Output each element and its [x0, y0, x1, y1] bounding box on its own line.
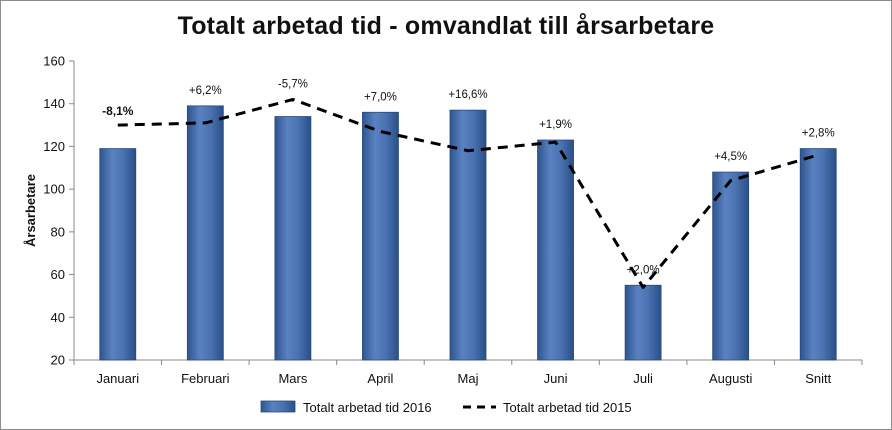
bar-juni	[537, 139, 574, 361]
bar-februari	[186, 105, 224, 361]
data-label: +4,5%	[714, 151, 747, 163]
data-label: +1,9%	[539, 119, 572, 131]
x-category-label: Maj	[458, 371, 479, 386]
y-tick-label: 160	[43, 54, 65, 69]
y-tick-label: 80	[51, 224, 65, 239]
data-label: +2,0%	[627, 264, 660, 276]
x-category-label: Juni	[544, 371, 568, 386]
x-category-label: Snitt	[805, 371, 831, 386]
data-label: +6,2%	[189, 85, 222, 97]
data-label: -8,1%	[102, 104, 134, 118]
y-axis-title: Årsarbetare	[23, 174, 38, 247]
x-category-label: April	[367, 371, 393, 386]
x-category-label: Mars	[278, 371, 307, 386]
y-tick-label: 20	[51, 353, 65, 368]
x-category-label: Augusti	[709, 371, 752, 386]
x-category-label: Juli	[633, 371, 653, 386]
legend-label-line: Totalt arbetad tid 2015	[503, 400, 632, 415]
data-label: -5,7%	[278, 78, 308, 90]
bar-januari	[99, 148, 137, 361]
bar-augusti	[712, 171, 750, 361]
bar-mars	[274, 116, 312, 361]
bar-april	[362, 111, 399, 361]
y-tick-label: 40	[51, 310, 65, 325]
legend-label-bar: Totalt arbetad tid 2016	[303, 400, 432, 415]
x-category-label: Februari	[181, 371, 230, 386]
y-tick-label: 120	[43, 139, 65, 154]
bar-snitt	[799, 148, 837, 361]
data-label: +2,8%	[802, 128, 835, 140]
legend-swatch-bar	[260, 400, 296, 413]
chart-title: Totalt arbetad tid - omvandlat till årsa…	[177, 12, 715, 40]
y-tick-label: 60	[51, 267, 65, 282]
y-tick-label: 140	[43, 96, 65, 111]
data-label: +7,0%	[364, 91, 397, 103]
y-tick-label: 100	[43, 182, 65, 197]
bar-juli	[624, 284, 662, 361]
x-category-label: Januari	[96, 371, 139, 386]
data-label: +16,6%	[448, 89, 487, 101]
